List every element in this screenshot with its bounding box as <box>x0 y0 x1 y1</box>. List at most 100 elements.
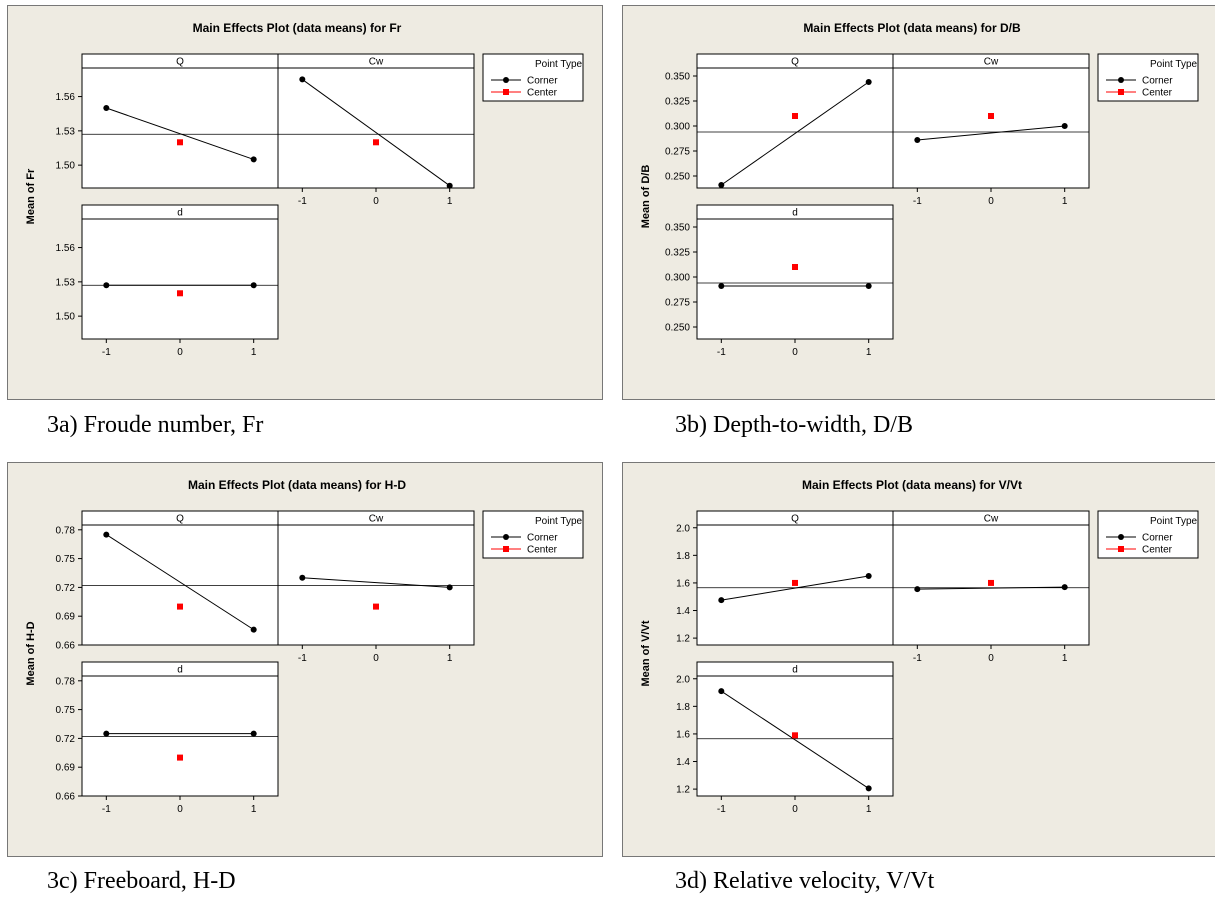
y-tick-label: 1.50 <box>56 312 76 323</box>
x-tick-label: 0 <box>792 347 798 358</box>
y-tick-label: 0.72 <box>56 734 76 745</box>
x-tick-label: 1 <box>866 804 872 815</box>
panel-header-label: d <box>792 208 798 219</box>
panel-q: Q 1.2 1.4 1.6 1.8 2.0 <box>676 510 894 646</box>
x-tick-label: 0 <box>373 196 379 207</box>
panel-plot-area <box>81 218 279 340</box>
center-point <box>792 113 798 119</box>
corner-point <box>103 531 110 538</box>
corner-point <box>865 283 872 289</box>
x-tick-label: 1 <box>447 196 453 207</box>
y-axis-label: Mean of Fr <box>25 168 37 224</box>
corner-series-line <box>106 534 254 631</box>
legend-corner-label: Corner <box>527 76 558 87</box>
x-tick-label: 1 <box>251 347 257 358</box>
legend-title: Point Type <box>1150 59 1198 70</box>
legend-corner-marker <box>1118 77 1124 83</box>
legend-corner-label: Corner <box>1142 76 1173 87</box>
y-tick-label: 1.6 <box>676 578 690 589</box>
chart-title: Main Effects Plot (data means) for Fr <box>193 21 402 35</box>
y-axis-label: Mean of H-D <box>25 621 37 685</box>
corner-point <box>718 597 725 604</box>
panel-header-label: Q <box>791 514 799 525</box>
y-tick-label: 0.350 <box>665 72 690 83</box>
center-point <box>792 732 798 739</box>
panel-plot-area <box>277 524 475 646</box>
corner-point <box>250 626 257 633</box>
y-tick-label: 0.325 <box>665 248 690 259</box>
legend-center-label: Center <box>527 545 558 556</box>
y-tick-label: 0.275 <box>665 298 690 309</box>
y-tick-label: 0.78 <box>56 525 76 536</box>
legend-center-marker <box>1118 89 1124 95</box>
panel-plot-area <box>892 67 1090 189</box>
legend-title: Point Type <box>1150 516 1198 527</box>
caption-db: 3b) Depth-to-width, D/B <box>675 412 913 438</box>
corner-point <box>1061 584 1068 591</box>
y-tick-label: 1.53 <box>56 277 76 288</box>
y-tick-label: 0.66 <box>56 641 76 652</box>
y-tick-label: 1.2 <box>676 785 690 796</box>
legend-title: Point Type <box>535 516 583 527</box>
panel-plot-area <box>81 675 279 797</box>
y-tick-label: 0.75 <box>56 705 76 716</box>
corner-point <box>250 156 257 163</box>
corner-point <box>299 76 306 83</box>
y-tick-label: 1.6 <box>676 729 690 740</box>
panel-header-label: Q <box>176 514 184 525</box>
panel-cw: Cw -1 0 1 <box>892 53 1090 207</box>
y-tick-label: 0.75 <box>56 554 76 565</box>
center-point <box>988 579 994 586</box>
panel-plot-area <box>81 67 279 189</box>
corner-point <box>103 730 110 737</box>
x-tick-label: -1 <box>298 196 307 207</box>
panel-cw: Cw -1 0 1 <box>277 510 475 664</box>
center-point <box>177 603 183 610</box>
x-tick-label: 1 <box>1062 196 1068 207</box>
panel-q: Q 0.66 0.69 0.72 0.75 0.78 <box>56 510 279 652</box>
x-tick-label: -1 <box>298 653 307 664</box>
corner-point <box>1061 123 1068 129</box>
x-tick-label: 1 <box>1062 653 1068 664</box>
x-tick-label: -1 <box>717 347 726 358</box>
center-point <box>177 139 183 146</box>
y-tick-label: 0.350 <box>665 223 690 234</box>
x-tick-label: -1 <box>717 804 726 815</box>
legend-center-marker <box>503 546 509 552</box>
y-tick-label: 1.8 <box>676 551 690 562</box>
corner-point <box>103 105 110 111</box>
y-tick-label: 0.78 <box>56 676 76 687</box>
panel-header-label: Cw <box>984 514 999 525</box>
chart-title: Main Effects Plot (data means) for H-D <box>188 478 406 492</box>
panel-header-label: d <box>177 208 183 219</box>
corner-point <box>718 688 725 695</box>
panel-header-label: Cw <box>984 57 999 68</box>
x-tick-label: -1 <box>102 347 111 358</box>
panel-cw: Cw -1 0 1 <box>892 510 1090 664</box>
y-tick-label: 2.0 <box>676 523 690 534</box>
y-tick-label: 0.72 <box>56 583 76 594</box>
y-tick-label: 1.4 <box>676 606 690 617</box>
panel-header-label: d <box>177 665 183 676</box>
legend-center-marker <box>503 89 509 95</box>
x-tick-label: -1 <box>913 653 922 664</box>
panel-plot-area <box>81 524 279 646</box>
panel-header-label: d <box>792 665 798 676</box>
center-point <box>177 754 183 761</box>
center-point <box>373 139 379 146</box>
panel-d: d 1.50 1.53 1.56 -1 0 1 <box>56 204 279 358</box>
panel-d: d 1.2 1.4 1.6 1.8 2.0 -1 0 1 <box>676 661 894 815</box>
legend-box <box>482 510 584 559</box>
center-point <box>792 264 798 270</box>
panel-plot-area <box>277 67 475 189</box>
legend-corner-marker <box>503 77 509 83</box>
corner-point <box>446 584 453 591</box>
panel-plot-area <box>696 218 894 340</box>
x-tick-label: -1 <box>913 196 922 207</box>
center-point <box>792 579 798 586</box>
y-tick-label: 0.250 <box>665 323 690 334</box>
corner-series-line <box>721 81 869 186</box>
panel-q: Q 1.50 1.53 1.56 <box>56 53 279 189</box>
panel-header-label: Cw <box>369 514 384 525</box>
